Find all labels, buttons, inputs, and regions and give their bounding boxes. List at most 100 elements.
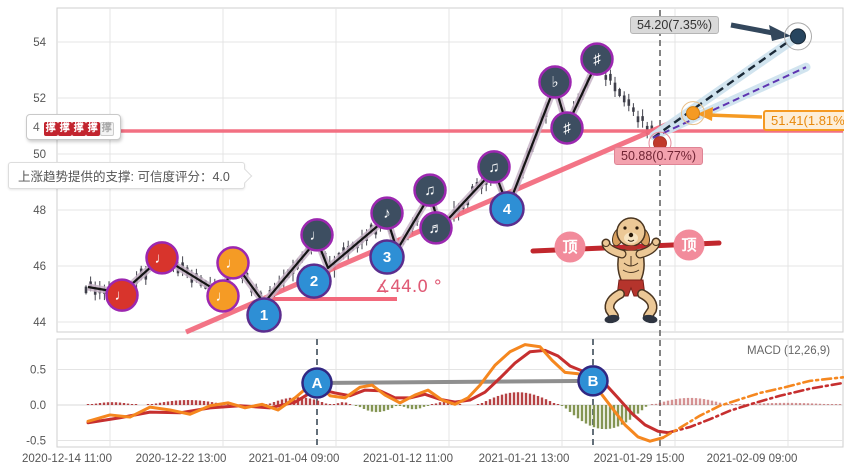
note-marker-glyph: ♫: [488, 159, 499, 176]
macd-histogram-bar: [284, 398, 288, 405]
note-marker-circle[interactable]: [145, 241, 179, 275]
target-mid-price-label[interactable]: 51.41(1.81%): [763, 110, 844, 131]
ab-marker-circle[interactable]: [301, 367, 333, 399]
note-marker-circle[interactable]: [538, 65, 572, 99]
macd-histogram-bar: [410, 405, 414, 410]
target-high-price-label[interactable]: 54.20(7.35%): [630, 16, 720, 34]
note-marker-circle[interactable]: [550, 111, 584, 145]
price-axis-tick: 46: [33, 261, 46, 273]
macd-histogram-bar: [418, 405, 422, 409]
projection-glow: [649, 62, 811, 141]
macd-histogram-bar: [402, 405, 406, 407]
projection-line-mid[interactable]: [652, 66, 807, 139]
macd-histogram-bar: [556, 404, 560, 405]
note-marker-circle[interactable]: [413, 173, 447, 207]
macd-histogram-bar: [86, 404, 90, 405]
dog-muscle-lines: [622, 256, 640, 273]
dog-shoe: [604, 314, 620, 324]
note-marker-circle[interactable]: [105, 278, 139, 312]
dog-collar: [624, 245, 638, 251]
high-target-arrowhead: [769, 25, 791, 41]
top-label-circle[interactable]: [554, 231, 586, 263]
macd-histogram-bar: [786, 402, 790, 405]
ab-marker-circle[interactable]: [577, 365, 609, 397]
macd-histogram-bar: [564, 405, 568, 409]
candle-body: [89, 281, 92, 287]
macd-histogram-bar: [272, 402, 276, 405]
note-marker-circle[interactable]: [370, 196, 404, 230]
macd-histogram-bar: [830, 404, 834, 405]
macd-histogram-bar: [576, 405, 580, 419]
macd-histogram-bar: [304, 397, 308, 405]
high-target-arrow: [730, 22, 774, 36]
macd-histogram-bar: [106, 402, 110, 405]
note-marker-circle[interactable]: [419, 211, 453, 245]
macd-histogram-bar: [644, 405, 648, 407]
projection-line-high[interactable]: [652, 39, 791, 139]
wave-number-circle[interactable]: [296, 263, 332, 299]
trend-angle-label: ∡44.0 °: [375, 277, 442, 297]
top-label-circle[interactable]: [673, 229, 705, 261]
rating-stamp-icons: 撑撑撑撑撑: [43, 118, 114, 136]
dog-shoe: [642, 314, 658, 324]
macd-histogram-bar: [206, 401, 210, 405]
macd-histogram-bar: [662, 401, 666, 405]
macd-histogram-bar: [516, 392, 520, 405]
candle-body: [650, 125, 654, 130]
ab-divergence-line[interactable]: [316, 378, 594, 385]
wave-number-circle[interactable]: [369, 239, 405, 275]
macd-histogram-bar: [362, 405, 366, 409]
price-axis-tick: 52: [33, 93, 46, 105]
macd-histogram-bar: [584, 405, 588, 424]
macd-histogram-bar: [312, 399, 316, 405]
macd-histogram-bar: [150, 404, 154, 405]
macd-histogram-bar: [442, 401, 446, 405]
note-marker-circle[interactable]: [206, 279, 240, 313]
macd-histogram-bar: [702, 399, 706, 405]
date-axis-tick: 2021-01-12 11:00: [363, 453, 453, 465]
macd-histogram-bar: [694, 398, 698, 405]
macd-histogram-bar: [524, 392, 528, 405]
macd-histogram-bar: [726, 404, 730, 405]
support-stamp-empty-icon: 撑: [99, 122, 114, 136]
macd-histogram-bar: [406, 405, 410, 409]
macd-histogram-bar: [398, 405, 402, 406]
candle-body: [622, 95, 626, 103]
macd-histogram-bar: [698, 398, 702, 405]
macd-axis-tick: 0.0: [30, 400, 46, 412]
macd-histogram-bar: [300, 397, 304, 405]
note-marker-circle[interactable]: [300, 218, 334, 252]
macd-histogram-bar: [814, 403, 818, 405]
dog-mascot-illustration: [601, 217, 661, 324]
macd-histogram-bar: [592, 405, 596, 428]
macd-histogram-bar: [134, 404, 138, 405]
current-price-label[interactable]: 50.88(0.77%): [614, 147, 704, 165]
macd-histogram-bar: [484, 401, 488, 405]
macd-axis-tick: 0.5: [30, 365, 46, 377]
date-axis-tick: 2021-02-09 09:00: [707, 453, 798, 465]
macd-histogram-bar: [122, 402, 126, 405]
support-rating-badge[interactable]: 4 撑撑撑撑撑: [26, 114, 121, 140]
macd-histogram-bar: [158, 402, 162, 405]
mid-target-halo: [681, 101, 705, 126]
note-marker-glyph: ♩: [155, 250, 170, 267]
macd-histogram-bar: [636, 405, 640, 414]
macd-histogram-bar: [374, 405, 378, 413]
high-target-dot[interactable]: [790, 28, 806, 45]
note-marker-circle[interactable]: [580, 42, 614, 76]
note-marker-circle[interactable]: [477, 150, 511, 184]
macd-histogram-bar: [348, 404, 352, 405]
macd-histogram-bar: [678, 398, 682, 405]
macd-histogram-bar: [730, 404, 734, 405]
note-marker-circle[interactable]: [216, 246, 250, 280]
macd-panel-border: [56, 338, 844, 448]
date-axis-tick: 2021-01-04 09:00: [249, 453, 340, 465]
rating-value: 4: [33, 120, 40, 134]
wave-number-circle[interactable]: [489, 191, 525, 227]
macd-histogram-bar: [190, 400, 194, 405]
date-axis-tick: 2020-12-22 13:00: [136, 453, 227, 465]
mid-target-dot[interactable]: [686, 106, 700, 121]
macd-histogram-bar: [434, 403, 438, 405]
wave-number-circle[interactable]: [246, 297, 282, 333]
